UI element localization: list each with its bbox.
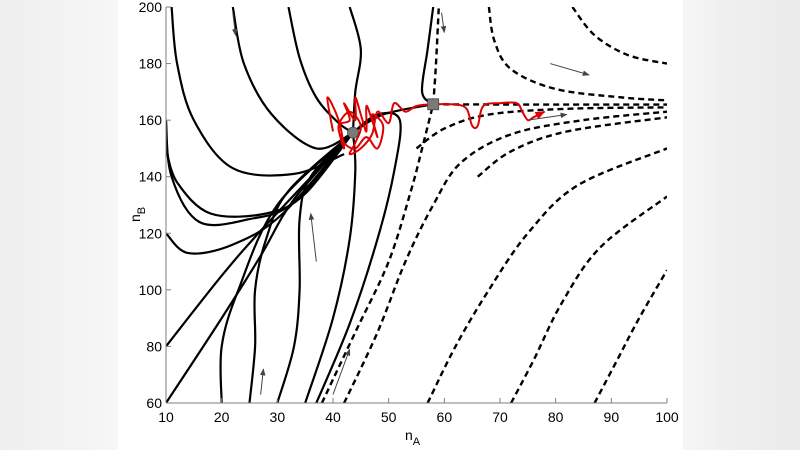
solid-13-curve — [315, 111, 402, 403]
dashed-4-curve — [510, 195, 667, 403]
solid-10-curve — [248, 131, 354, 403]
direction-arrow-icon — [232, 12, 238, 36]
solid-2-curve — [231, 7, 354, 150]
y-tick-label: 180 — [139, 56, 163, 72]
saddle-point-marker — [427, 98, 440, 111]
direction-arrow-icon — [527, 112, 568, 121]
axes — [165, 7, 667, 404]
solid-separatrix-right-curve — [420, 7, 435, 106]
solid-3-curve — [287, 7, 354, 134]
dashed-10-curve — [415, 106, 667, 150]
solid-4-curve — [166, 131, 354, 218]
solid-5-curve — [166, 119, 354, 227]
solid-12-curve — [304, 132, 357, 403]
x-tick-label: 60 — [437, 409, 453, 425]
direction-arrow-icon — [259, 368, 266, 395]
x-tick-label: 100 — [655, 409, 679, 425]
background-left-panel — [0, 0, 118, 450]
y-tick-label: 100 — [139, 282, 163, 298]
x-tick-label: 70 — [492, 409, 508, 425]
dashed-6-curve — [432, 7, 440, 105]
dashed-2-curve — [343, 110, 667, 403]
direction-arrow-icon — [332, 348, 351, 395]
x-tick-label: 40 — [325, 409, 341, 425]
solid-6-curve — [166, 131, 354, 255]
dashed-8-curve — [571, 7, 667, 65]
trajectory-layer — [326, 96, 546, 156]
background-right-panel — [683, 0, 800, 450]
dashed-11-curve — [476, 116, 667, 178]
fixed-point-markers — [347, 98, 440, 139]
x-tick-label: 50 — [381, 409, 397, 425]
solid-connector-curve — [352, 103, 434, 134]
direction-arrows — [232, 12, 590, 395]
solid-1-curve — [170, 7, 345, 177]
y-axis-label: nB — [127, 207, 148, 222]
x-tick-label: 90 — [604, 409, 620, 425]
direction-arrow-icon — [440, 12, 447, 34]
y-tick-label: 120 — [139, 225, 163, 241]
y-tick-label: 80 — [146, 338, 162, 354]
x-axis-label: nA — [405, 427, 421, 448]
x-tick-label: 30 — [270, 409, 286, 425]
direction-arrow-icon — [308, 212, 317, 262]
x-tick-label: 80 — [548, 409, 564, 425]
dashed-5-curve — [593, 269, 667, 403]
x-tick-label: 10 — [158, 409, 174, 425]
red-trajectory-line — [326, 96, 546, 156]
y-tick-label: 160 — [139, 112, 163, 128]
y-tick-label: 140 — [139, 169, 163, 185]
solid-11-curve — [276, 131, 354, 403]
dashed-1-curve — [320, 104, 435, 403]
direction-arrow-icon — [549, 63, 590, 76]
y-tick-label: 60 — [146, 395, 162, 411]
dashed-7-curve — [487, 7, 667, 102]
stable-fixed-point-marker — [347, 126, 359, 139]
axis-ticks: 10 20 30 40 50 60 70 80 90 100 60 80 100 120 140 160 180… — [139, 0, 679, 425]
phase-curves — [166, 7, 667, 403]
y-tick-label: 200 — [139, 0, 163, 15]
x-tick-label: 20 — [214, 409, 230, 425]
dashed-3-curve — [426, 147, 667, 403]
